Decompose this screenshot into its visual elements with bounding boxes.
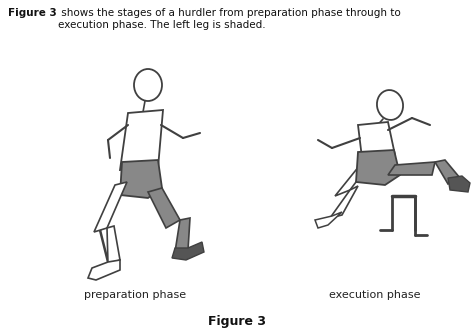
Ellipse shape xyxy=(377,90,403,120)
Polygon shape xyxy=(330,186,358,218)
Polygon shape xyxy=(172,242,204,260)
Polygon shape xyxy=(358,122,395,158)
Polygon shape xyxy=(356,150,400,185)
Polygon shape xyxy=(335,158,374,196)
Text: preparation phase: preparation phase xyxy=(84,290,186,300)
Text: Figure 3: Figure 3 xyxy=(208,315,266,328)
Text: Figure 3: Figure 3 xyxy=(8,8,57,18)
Polygon shape xyxy=(388,162,435,175)
Polygon shape xyxy=(120,110,163,170)
Polygon shape xyxy=(448,176,470,192)
Ellipse shape xyxy=(134,69,162,101)
Text: shows the stages of a hurdler from preparation phase through to
execution phase.: shows the stages of a hurdler from prepa… xyxy=(58,8,401,30)
Polygon shape xyxy=(107,226,120,264)
Polygon shape xyxy=(148,188,180,228)
Polygon shape xyxy=(315,212,342,228)
Polygon shape xyxy=(120,160,162,198)
Polygon shape xyxy=(94,182,127,232)
Polygon shape xyxy=(175,218,190,252)
Text: execution phase: execution phase xyxy=(329,290,421,300)
Polygon shape xyxy=(435,160,460,184)
Polygon shape xyxy=(88,260,120,280)
